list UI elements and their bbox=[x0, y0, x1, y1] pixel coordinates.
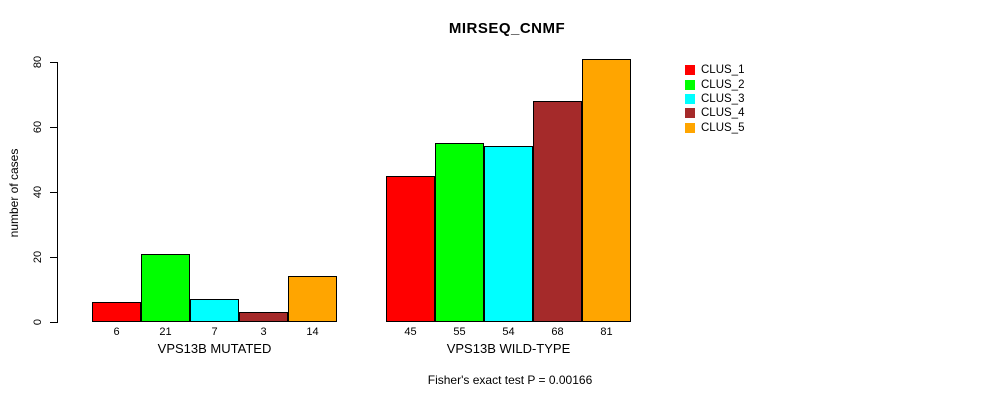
y-axis-tick bbox=[50, 322, 57, 323]
legend-label: CLUS_5 bbox=[701, 121, 745, 134]
bar-value-label: 3 bbox=[260, 326, 267, 338]
x-axis-group-label: VPS13B MUTATED bbox=[157, 341, 272, 356]
y-axis-tick bbox=[50, 62, 57, 63]
y-axis-tick-label: 60 bbox=[32, 120, 44, 134]
y-axis-tick-label: 40 bbox=[32, 185, 44, 199]
y-axis-label: number of cases bbox=[7, 148, 21, 238]
bar-clus_3 bbox=[190, 299, 239, 322]
y-axis-tick-label: 0 bbox=[32, 318, 44, 326]
bar-value-label: 14 bbox=[306, 326, 319, 338]
legend-item: CLUS_2 bbox=[685, 77, 744, 91]
bar-value-label: 7 bbox=[211, 326, 218, 338]
bar-value-label: 55 bbox=[453, 326, 466, 338]
x-axis-group-label: VPS13B WILD-TYPE bbox=[446, 341, 571, 356]
legend-color-swatch bbox=[685, 65, 695, 76]
y-axis-tick bbox=[50, 192, 57, 193]
legend-color-swatch bbox=[685, 108, 695, 119]
bar-clus_4 bbox=[533, 101, 582, 322]
bar-value-label: 54 bbox=[502, 326, 515, 338]
legend-label: CLUS_4 bbox=[701, 107, 745, 120]
bar-value-label: 6 bbox=[113, 326, 120, 338]
bar-clus_1 bbox=[386, 176, 435, 322]
bar-clus_4 bbox=[239, 312, 288, 322]
legend-item: CLUS_4 bbox=[685, 106, 744, 120]
legend-color-swatch bbox=[685, 93, 695, 104]
legend-label: CLUS_2 bbox=[701, 78, 745, 91]
bar-clus_3 bbox=[484, 146, 533, 322]
bar-value-label: 81 bbox=[600, 326, 613, 338]
chart-title: MIRSEQ_CNMF bbox=[448, 20, 566, 37]
bar-value-label: 21 bbox=[159, 326, 172, 338]
legend: CLUS_1 CLUS_2 CLUS_3 CLUS_4 CLUS_5 bbox=[685, 63, 744, 135]
bar-clus_1 bbox=[92, 302, 141, 322]
legend-item: CLUS_5 bbox=[685, 121, 744, 135]
bar-value-label: 68 bbox=[551, 326, 564, 338]
bar-value-label: 45 bbox=[404, 326, 417, 338]
legend-item: CLUS_3 bbox=[685, 92, 744, 106]
y-axis-tick-label: 80 bbox=[32, 55, 44, 69]
bar-clus_2 bbox=[435, 143, 484, 322]
y-axis-tick bbox=[50, 257, 57, 258]
y-axis-tick-label: 20 bbox=[32, 250, 44, 264]
legend-label: CLUS_1 bbox=[701, 64, 745, 77]
bar-clus_5 bbox=[582, 59, 631, 322]
legend-color-swatch bbox=[685, 79, 695, 90]
y-axis-tick bbox=[50, 127, 57, 128]
legend-label: CLUS_3 bbox=[701, 92, 745, 105]
footnote-text: Fisher's exact test P = 0.00166 bbox=[427, 373, 593, 387]
bar-clus_5 bbox=[288, 276, 337, 322]
legend-color-swatch bbox=[685, 122, 695, 133]
legend-item: CLUS_1 bbox=[685, 63, 744, 77]
bar-clus_2 bbox=[141, 254, 190, 322]
y-axis-line bbox=[57, 62, 58, 323]
